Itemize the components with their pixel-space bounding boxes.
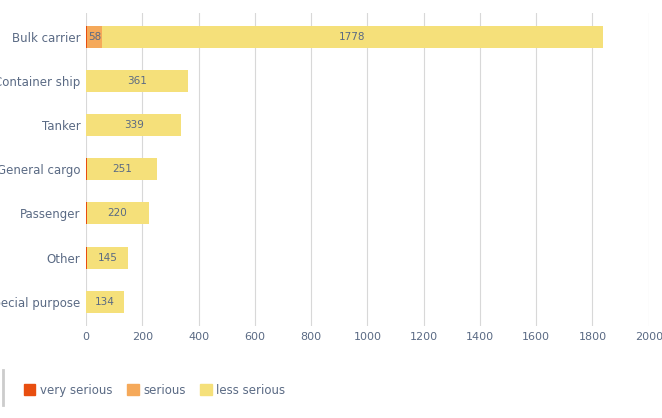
Legend: very serious, serious, less serious: very serious, serious, less serious	[19, 379, 291, 401]
Text: 361: 361	[127, 76, 147, 86]
Bar	[86, 70, 187, 92]
Bar	[87, 202, 148, 224]
Bar	[87, 26, 103, 48]
Bar	[87, 247, 128, 269]
Text: 339: 339	[124, 120, 144, 130]
Text: 145: 145	[97, 252, 117, 263]
Bar	[103, 26, 602, 48]
Text: 220: 220	[108, 209, 128, 219]
Bar	[86, 247, 87, 269]
Text: 1778: 1778	[339, 32, 365, 42]
Text: 251: 251	[112, 164, 132, 174]
Bar	[87, 158, 158, 180]
Text: 134: 134	[95, 297, 115, 307]
Bar	[86, 291, 124, 313]
Bar	[86, 26, 87, 48]
Bar	[86, 114, 181, 136]
Text: 58: 58	[88, 32, 101, 42]
